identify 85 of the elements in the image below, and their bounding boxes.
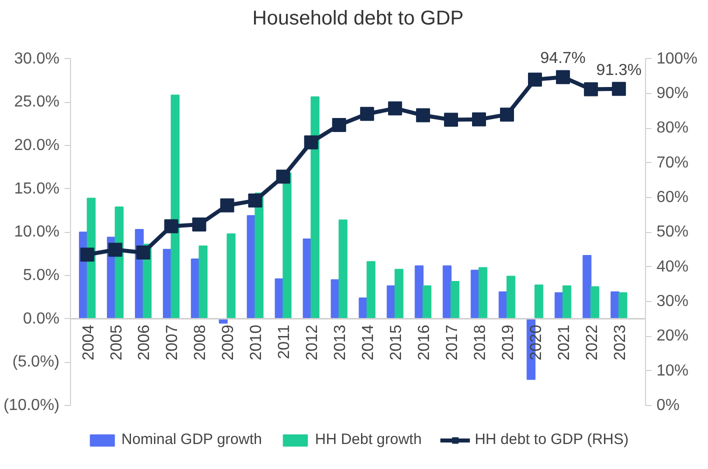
point	[556, 70, 570, 84]
bar	[582, 255, 592, 320]
y2-tick-label: 70%	[656, 154, 689, 172]
bar	[394, 268, 404, 320]
x-tick-label: 2015	[388, 324, 406, 360]
y-tick-label: 30.0%	[14, 50, 60, 68]
legend-label: Nominal GDP growth	[121, 431, 262, 448]
point	[220, 198, 234, 212]
bar	[590, 286, 600, 320]
x-tick-label: 2011	[276, 324, 294, 360]
point	[528, 72, 542, 87]
x-tick-label: 2010	[248, 324, 266, 360]
point	[304, 135, 318, 150]
x-tick-label: 2021	[556, 324, 573, 360]
x-tick-label: 2017	[444, 324, 462, 360]
bar	[170, 94, 180, 320]
x-tick-label: 2012	[304, 324, 322, 360]
x-tick-label: 2004	[80, 324, 98, 360]
point	[500, 108, 514, 122]
bar	[478, 267, 488, 320]
bar	[226, 233, 236, 320]
y2-tick-label: 60%	[656, 188, 689, 206]
bar	[442, 265, 452, 320]
bar	[338, 219, 348, 320]
y2-tick-label: 0%	[656, 396, 680, 414]
point	[332, 118, 346, 132]
y-tick-label: 10.0%	[14, 224, 60, 241]
bar	[534, 284, 544, 320]
x-tick-label: 2009	[220, 324, 238, 360]
x-tick-label: 2019	[500, 324, 517, 360]
y2-tick-label: 10%	[656, 362, 689, 380]
y2-tick-label: 100%	[656, 50, 698, 68]
x-tick-label: 2005	[108, 324, 126, 360]
y-tick-label: 25.0%	[14, 94, 60, 111]
data-label: 91.3%	[596, 62, 642, 79]
point	[360, 106, 374, 121]
point	[108, 242, 122, 257]
bar	[198, 245, 208, 320]
x-tick-label: 2014	[360, 324, 378, 360]
point	[276, 170, 290, 184]
y2-tick-label: 80%	[656, 120, 689, 137]
x-tick-label: 2006	[136, 324, 154, 360]
bar	[562, 285, 572, 320]
x-tick-label: 2013	[332, 324, 350, 360]
x-tick-label: 2023	[612, 324, 629, 360]
x-tick-label: 2018	[472, 324, 490, 360]
point	[388, 101, 402, 116]
y2-tick-label: 40%	[656, 258, 689, 276]
point	[472, 112, 486, 126]
legend-label: HH Debt growth	[314, 431, 422, 448]
bar	[310, 96, 320, 320]
x-tick-label: 2022	[584, 324, 601, 360]
point	[248, 194, 262, 208]
x-tick-label: 2016	[416, 324, 434, 360]
point	[612, 82, 626, 96]
x-tick-label: 2008	[192, 324, 210, 360]
bar	[282, 172, 292, 320]
y-tick-label: (5.0%)	[12, 354, 60, 371]
point	[192, 217, 206, 232]
point	[136, 246, 150, 260]
bar	[366, 261, 376, 320]
point	[444, 112, 458, 127]
y-tick-label: 15.0%	[14, 180, 60, 198]
point	[80, 248, 94, 262]
point	[416, 108, 430, 122]
point	[164, 219, 178, 234]
bar	[414, 265, 424, 320]
y-tick-label: 0.0%	[23, 310, 60, 328]
point	[584, 82, 598, 96]
legend-label: HH debt to GDP (RHS)	[474, 431, 629, 448]
data-label: 94.7%	[540, 50, 586, 68]
bar	[506, 276, 516, 320]
y2-tick-label: 20%	[656, 328, 689, 345]
y-tick-label: 5.0%	[23, 266, 60, 284]
bar	[618, 292, 628, 320]
bar	[450, 281, 460, 320]
x-tick-label: 2020	[528, 324, 545, 360]
y2-tick-label: 30%	[656, 292, 689, 310]
y-tick-label: (10.0%)	[3, 396, 60, 414]
y2-tick-label: 50%	[656, 224, 689, 241]
chart-title: Household debt to GDP	[252, 8, 464, 30]
y2-tick-label: 90%	[656, 84, 689, 102]
bar	[422, 285, 432, 320]
y-tick-label: 20.0%	[14, 136, 60, 154]
x-tick-label: 2007	[164, 324, 182, 360]
